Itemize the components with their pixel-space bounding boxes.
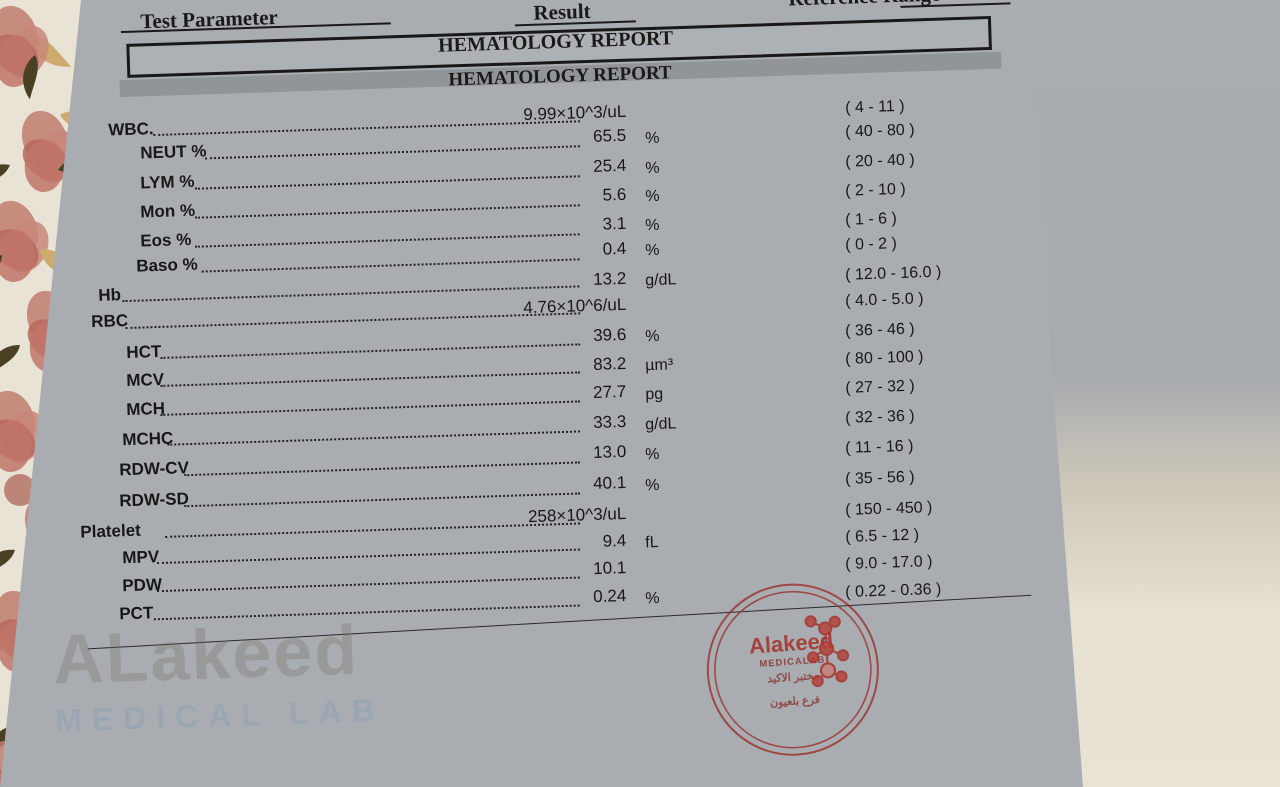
- svg-text:فرع بلعيون: فرع بلعيون: [770, 693, 821, 708]
